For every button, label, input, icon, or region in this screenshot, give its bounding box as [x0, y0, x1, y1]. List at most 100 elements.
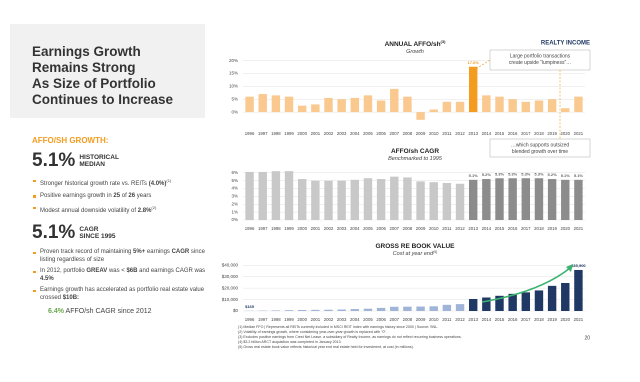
data-label: 5.1%: [469, 173, 479, 178]
data-label: 5.3%: [534, 171, 544, 176]
bar: [574, 96, 583, 113]
x-tick-label: 2009: [416, 226, 426, 231]
bar: [271, 171, 281, 220]
x-tick-label: 2021: [574, 131, 584, 136]
x-tick-label: 2013: [468, 317, 478, 322]
bar: [521, 178, 531, 220]
text-segment: Positive earnings growth in: [40, 192, 114, 199]
data-label: 5.2%: [548, 172, 558, 177]
y-tick-label: 0%: [231, 109, 238, 114]
bar: [495, 178, 504, 220]
bar: [508, 99, 517, 113]
chart-title-text: ANNUAL AFFO/sh: [385, 41, 441, 48]
title-line: As Size of Portfolio: [32, 76, 156, 91]
y-tick-label: 2%: [231, 201, 238, 206]
bar: [350, 309, 360, 311]
data-label: 5.1%: [574, 173, 584, 178]
bar: [324, 97, 333, 113]
bar: [297, 309, 307, 311]
x-tick-label: 2019: [547, 131, 557, 136]
bar: [482, 297, 491, 311]
bar: [403, 306, 412, 311]
title-box: [10, 24, 205, 118]
bar: [429, 182, 438, 220]
x-tick-label: 2015: [495, 131, 505, 136]
x-tick-label: 2016: [508, 317, 518, 322]
bar: [390, 176, 399, 220]
x-tick-label: 2003: [337, 317, 347, 322]
data-label: 17.6%: [468, 60, 480, 65]
chart-subtitle-text: Growth: [406, 49, 424, 55]
logo: REALTY INCOME: [541, 41, 590, 47]
text-segment: (1): [166, 178, 172, 183]
x-tick-label: 1996: [245, 317, 255, 322]
bar: [284, 171, 294, 220]
y-tick-label: $0: [233, 308, 239, 313]
x-tick-label: 2006: [376, 317, 386, 322]
text-segment: 26: [128, 192, 136, 199]
bar: [258, 94, 267, 113]
y-tick-label: 15%: [229, 71, 238, 76]
x-tick-label: 2008: [403, 317, 413, 322]
y-tick-label: 5%: [231, 178, 238, 183]
left-panel: Earnings Growth Remains Strong As Size of …: [0, 0, 215, 382]
bar: [468, 299, 478, 311]
title-line: Earnings Growth: [32, 44, 141, 59]
chart-title: GROSS RE BOOK VALUE: [376, 243, 456, 250]
text-segment: 5%+: [133, 249, 146, 255]
callout-text: …which supports outsized: [511, 142, 570, 148]
x-tick-label: 2000: [297, 131, 307, 136]
data-label: $35,900: [571, 263, 586, 268]
x-tick-label: 2005: [363, 131, 373, 136]
x-tick-label: 2009: [416, 317, 426, 322]
bar: [271, 310, 281, 311]
chart-subtitle: Growth: [406, 49, 424, 55]
y-tick-label: 1%: [231, 209, 238, 214]
bar: [271, 95, 281, 113]
bullet: Stronger historical growth rate vs. REIT…: [32, 177, 207, 189]
x-tick-label: 2014: [482, 317, 492, 322]
bullet: Positive earnings growth in 25 of 26 yea…: [32, 193, 207, 201]
bar: [416, 306, 425, 311]
growth-arrow-head: [566, 264, 573, 272]
bar: [311, 309, 320, 311]
bar: [521, 101, 531, 113]
bar: [495, 96, 504, 113]
bar: [297, 179, 307, 220]
y-tick-label: 6%: [231, 170, 238, 175]
x-tick-label: 2003: [337, 226, 347, 231]
bar: [258, 171, 267, 220]
bar: [534, 178, 544, 220]
text-segment: 2.8%: [137, 208, 152, 214]
x-tick-label: 1999: [284, 226, 294, 231]
x-tick-label: 2018: [534, 317, 544, 322]
x-tick-label: 2021: [574, 226, 584, 231]
bar: [455, 304, 465, 311]
data-label: 5.3%: [495, 171, 505, 176]
x-tick-label: 2001: [311, 226, 321, 231]
bar: [390, 306, 399, 311]
bullet: Proven track record of maintaining 5%+ e…: [32, 249, 207, 264]
bar: [482, 179, 491, 220]
footnote: (2) Volatility of earnings growth, where…: [238, 330, 387, 334]
bar: [403, 96, 412, 113]
text-segment: was <: [107, 268, 127, 274]
bar: [495, 295, 504, 311]
x-tick-label: 1998: [271, 226, 281, 231]
bar: [574, 269, 583, 311]
x-tick-label: 2003: [337, 131, 347, 136]
text-segment: since listing regardless of size: [40, 249, 205, 263]
bar: [561, 179, 570, 220]
x-tick-label: 2004: [350, 226, 360, 231]
chart-title-text: GROSS RE BOOK VALUE: [376, 243, 456, 250]
page-number: 20: [584, 335, 590, 341]
bar: [521, 292, 531, 311]
text-segment: of: [120, 192, 129, 199]
bullet: Modest annual downside volatility of 2.8…: [32, 204, 207, 216]
bar: [311, 104, 320, 113]
stat-label-line: CAGR: [79, 226, 99, 233]
text-segment: $10B:: [62, 294, 80, 301]
bar: [429, 109, 438, 113]
y-tick-label: $30,000: [222, 274, 239, 279]
